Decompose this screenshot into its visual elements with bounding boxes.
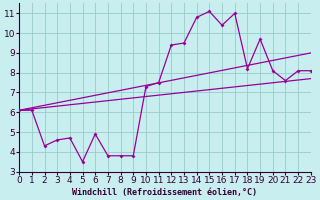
X-axis label: Windchill (Refroidissement éolien,°C): Windchill (Refroidissement éolien,°C) <box>73 188 258 197</box>
